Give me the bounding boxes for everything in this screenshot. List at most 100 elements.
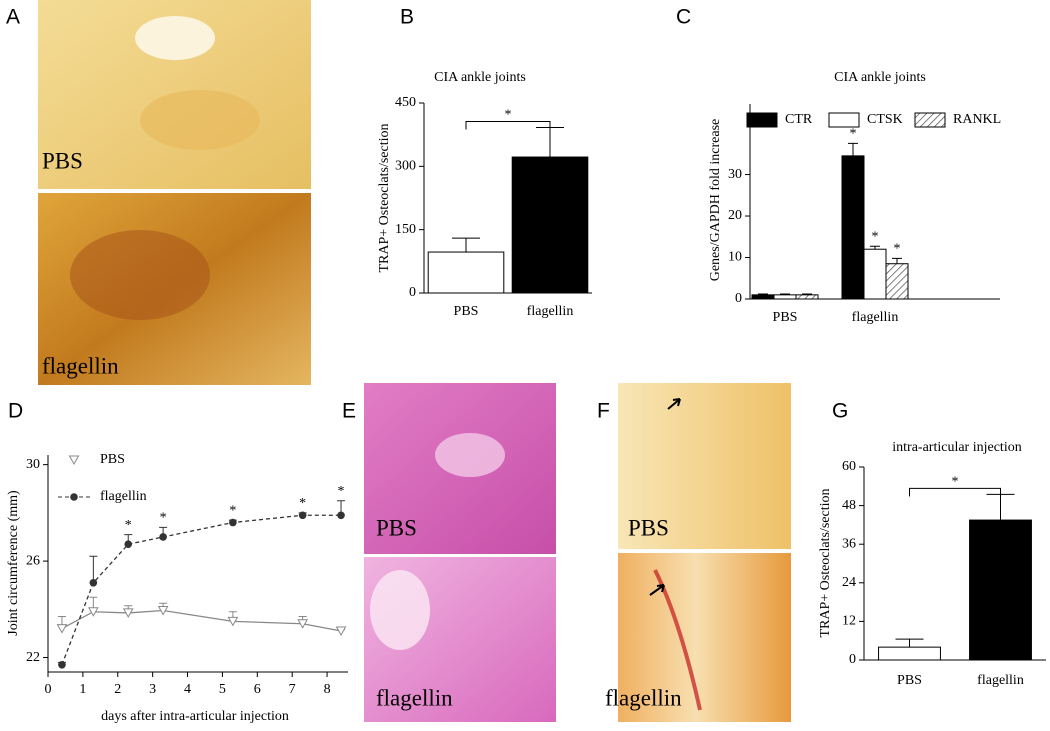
marker (297, 619, 309, 629)
x-tick-label: PBS (773, 310, 798, 325)
x-tick-label: 7 (289, 682, 296, 697)
significance-star: * (338, 484, 345, 499)
y-tick-label: 10 (728, 250, 742, 265)
x-tick-label: flagellin (977, 673, 1024, 688)
significance-star: * (952, 475, 959, 490)
error-bar (848, 142, 858, 156)
y-tick-label: 30 (728, 167, 742, 182)
texture (135, 16, 215, 60)
x-tick-label: flagellin (852, 310, 899, 325)
marker (70, 493, 78, 501)
image-panel-e: E PBS flagellin (342, 383, 556, 722)
x-tick-label: 6 (254, 682, 261, 697)
legend-label: RANKL (953, 112, 1001, 127)
y-tick-label: 0 (849, 652, 856, 667)
y-tick-label: 450 (395, 95, 416, 110)
significance-star: * (850, 127, 857, 142)
error-bar (452, 237, 480, 253)
panel-letter: F (597, 400, 610, 423)
y-tick-label: 0 (735, 291, 742, 306)
micrograph (618, 553, 791, 722)
significance-bracket (465, 120, 551, 130)
y-axis-label: Genes/GAPDH fold increase (708, 119, 723, 282)
bar (511, 156, 589, 294)
error-bar (870, 245, 880, 250)
image-label: PBS (628, 515, 669, 540)
x-tick-label: 5 (219, 682, 226, 697)
y-axis-label: Joint circumference (mm) (6, 490, 21, 636)
marker (298, 511, 307, 520)
significance-star: * (505, 108, 512, 123)
legend-label: flagellin (100, 489, 147, 504)
error-bar (536, 126, 564, 158)
marker (68, 455, 80, 466)
texture (435, 433, 505, 477)
micrograph (618, 383, 791, 549)
x-tick-label: 0 (45, 682, 52, 697)
image-panel-f: F PBS flagellin (597, 383, 791, 722)
marker (337, 511, 345, 520)
error-bar (986, 493, 1015, 521)
legend-label: CTSK (867, 112, 903, 127)
bar (885, 263, 909, 300)
bar (795, 294, 819, 300)
marker (87, 607, 99, 617)
texture (140, 90, 260, 150)
bar (751, 294, 775, 300)
y-tick-label: 22 (26, 650, 40, 665)
x-tick-label: 1 (79, 682, 86, 697)
texture (653, 569, 702, 711)
x-tick-label: 2 (114, 682, 121, 697)
y-tick-label: 300 (395, 159, 416, 174)
y-tick-label: 30 (26, 457, 40, 472)
error-bar (802, 293, 812, 295)
error-bar (89, 555, 98, 583)
y-tick-label: 20 (728, 208, 742, 223)
arrow (667, 398, 681, 410)
panel-letter: C (676, 6, 691, 29)
marker (159, 533, 167, 541)
bar (841, 155, 865, 300)
bar (773, 294, 797, 300)
y-tick-label: 150 (395, 222, 416, 237)
bar (969, 519, 1032, 661)
bar (878, 646, 941, 661)
series-line (61, 514, 342, 665)
chart-title: CIA ankle joints (434, 70, 526, 85)
image-label: flagellin (42, 353, 119, 378)
image-label: PBS (376, 515, 417, 540)
panel-letter: G (832, 400, 848, 423)
texture (370, 570, 430, 650)
chart-title: intra-articular injection (892, 440, 1021, 455)
marker (229, 518, 237, 527)
legend-swatch (828, 112, 860, 128)
x-tick-label: PBS (897, 673, 922, 688)
legend-swatch (914, 112, 946, 128)
panel-letter: A (6, 6, 20, 29)
image-label: flagellin (376, 685, 453, 710)
image-label: PBS (42, 148, 83, 173)
y-tick-label: 12 (842, 614, 856, 629)
marker (124, 540, 133, 549)
error-bar (780, 293, 790, 295)
marker (58, 660, 66, 669)
panel-letter: D (8, 400, 23, 423)
image-panel-a: A PBS flagellin (6, 0, 311, 385)
y-tick-label: 60 (842, 459, 856, 474)
x-tick-label: flagellin (527, 304, 574, 319)
legend-label: CTR (785, 112, 813, 127)
significance-bracket (909, 487, 1001, 497)
significance-star: * (229, 503, 236, 518)
y-axis-label: TRAP+ Osteoclats/section (818, 488, 833, 637)
panel-letter: B (400, 6, 414, 29)
marker (335, 626, 347, 637)
error-bar (895, 638, 924, 648)
significance-star: * (160, 511, 167, 526)
significance-star: * (125, 518, 132, 533)
y-tick-label: 26 (26, 553, 40, 568)
marker (89, 578, 98, 587)
panel-letter: E (342, 400, 356, 423)
marker (157, 606, 169, 616)
significance-star: * (872, 230, 879, 245)
